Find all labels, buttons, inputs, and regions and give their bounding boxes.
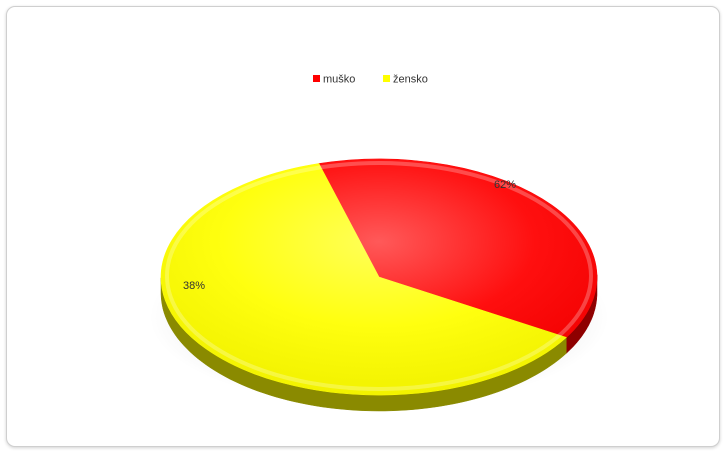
pie-bevel <box>165 161 593 391</box>
legend-label-zensko: žensko <box>393 74 428 86</box>
legend: muško žensko <box>313 74 428 86</box>
data-label-zensko: 62% <box>494 179 516 191</box>
data-label-musko: 38% <box>183 280 205 292</box>
pie-highlight <box>161 159 597 395</box>
pie-chart: muško žensko 38% 62% <box>149 74 609 412</box>
legend-swatch-zensko <box>383 75 390 82</box>
chart-frame: muško žensko 38% 62% <box>6 6 720 447</box>
pie-group <box>160 158 598 412</box>
legend-swatch-musko <box>313 75 320 82</box>
legend-label-musko: muško <box>323 74 355 86</box>
